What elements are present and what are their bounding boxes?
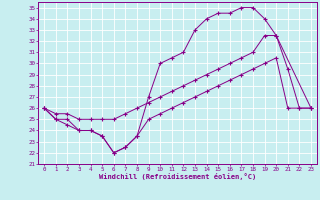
X-axis label: Windchill (Refroidissement éolien,°C): Windchill (Refroidissement éolien,°C)	[99, 173, 256, 180]
